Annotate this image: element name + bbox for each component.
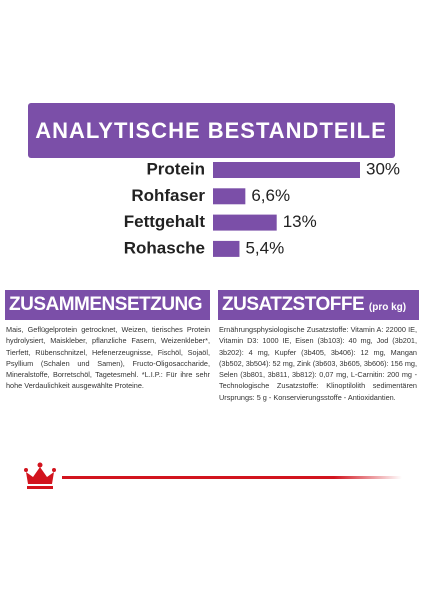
footer <box>24 462 402 489</box>
additives-title: ZUSATZSTOFFE <box>222 294 365 315</box>
bar <box>213 214 277 231</box>
bar <box>213 162 360 178</box>
composition-text: Mais, Geflügelprotein getrocknet, Weizen… <box>6 325 210 391</box>
value-label: 13% <box>283 212 317 231</box>
red-rule <box>62 476 402 479</box>
additives-header: ZUSATZSTOFFE (pro kg) <box>218 290 419 320</box>
category-label: Protein <box>146 159 205 178</box>
bar <box>213 188 246 205</box>
chart-title: ANALYTISCHE BESTANDTEILE <box>35 118 387 143</box>
composition-title: ZUSAMMENSETZUNG <box>9 294 203 315</box>
value-label: 30% <box>366 159 400 178</box>
bar <box>213 240 240 257</box>
category-label: Rohfaser <box>131 186 205 205</box>
category-label: Rohasche <box>124 238 205 257</box>
logo <box>24 462 56 489</box>
additives-unit: (pro kg) <box>368 302 407 313</box>
value-label: 5,4% <box>245 238 284 257</box>
additives-text: Ernährungsphysiologische Zusatzstoffe: V… <box>219 325 417 402</box>
category-label: Fettgehalt <box>124 212 206 231</box>
title-banner <box>28 103 395 158</box>
composition-header: ZUSAMMENSETZUNG <box>5 290 210 320</box>
value-label: 6,6% <box>251 186 290 205</box>
